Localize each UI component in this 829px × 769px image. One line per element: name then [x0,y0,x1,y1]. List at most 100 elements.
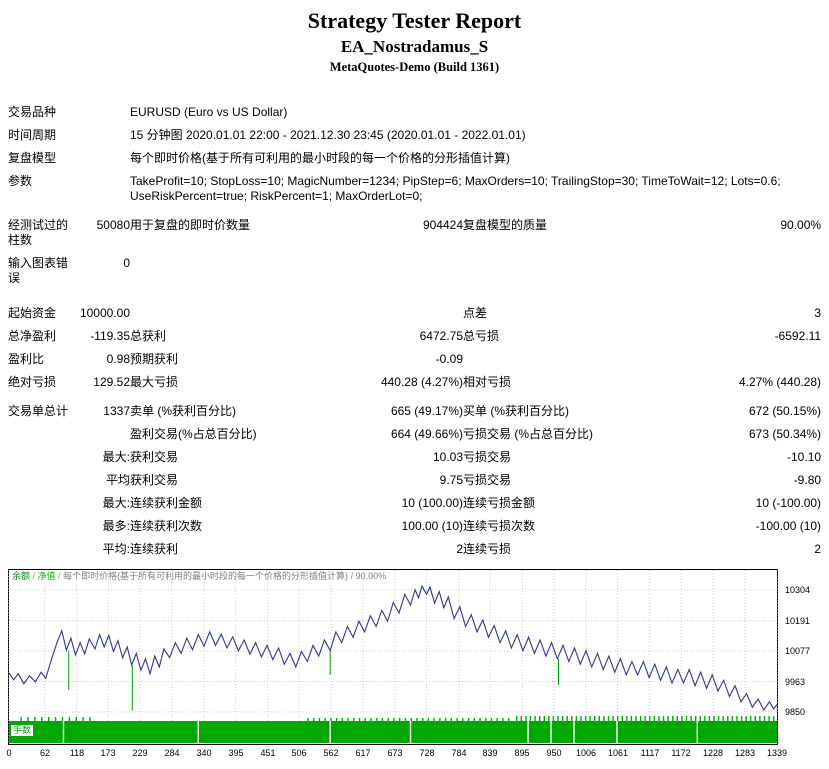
table-cell-empty [8,494,72,517]
table-row: 平均 获利交易 9.75 亏损交易 -9.80 [8,471,821,494]
table-row: 参数 TakeProfit=10; StopLoss=10; MagicNumbe… [8,172,821,210]
y-axis-label: 10304 [785,585,811,595]
table-cell: 卖单 (%获利百分比) [130,404,236,418]
server-build-info: MetaQuotes-Demo (Build 1361) [329,60,500,74]
table-cell: 0.98 [106,352,130,366]
table-cell: 用于复盘的即时价数量 [130,218,251,232]
table-cell: 10 (-100.00) [755,496,822,510]
table-cell: 10 (100.00) [401,496,463,510]
table-cell: 最大亏损 [130,375,179,389]
table-cell: 129.52 [93,375,130,389]
x-axis-label: 950 [546,748,562,758]
table-row: 盈利比 0.98 预期获利 -0.09 [8,350,821,373]
table-cell: 绝对亏损 [8,375,57,389]
x-axis-label: 617 [355,748,371,758]
table-row: 最大: 获利交易 10.03 亏损交易 -10.10 [8,448,821,471]
legend-separator: / [55,571,64,581]
table-cell: 90.00% [780,218,822,232]
table-cell: 参数 [8,174,33,188]
table-cell: 15 分钟图 2020.01.01 22:00 - 2021.12.30 23:… [130,128,526,142]
table-cell: 9.75 [439,473,463,487]
x-axis-label: 118 [69,748,85,758]
table-cell: 665 (49.17%) [390,404,463,418]
table-row: 交易品种 EURUSD (Euro vs US Dollar) [8,103,821,126]
table-cell: -100.00 (10) [755,519,822,533]
table-cell: 4.27% (440.28) [738,375,822,389]
table-cell: 每个即时价格(基于所有可利用的最小时段的每一个价格的分形插值计算) [130,151,510,165]
table-cell: 连续获利次数 [130,519,203,533]
table-cell: 2 [456,542,463,556]
table-cell: 获利交易 [130,473,179,487]
y-axis-label: 9850 [785,707,806,717]
table-cell: 最多: [102,519,130,533]
legend-item: 90.00% [355,571,387,581]
table-cell-empty [72,172,130,210]
table-cell-empty [340,292,463,327]
table-cell: -10.10 [787,450,822,464]
x-axis-label: 173 [100,748,116,758]
table-cell: 904424 [422,218,463,232]
y-axis-label: 9963 [785,677,806,687]
table-cell: 50080 [96,218,130,232]
table-cell-empty [8,540,72,563]
table-row: 最大: 连续获利金额 10 (100.00) 连续亏损金额 10 (-100.00) [8,494,821,517]
table-cell: 亏损交易 (%占总百分比) [463,427,593,441]
x-axis-label: 784 [451,748,467,758]
table-cell: 盈利交易(%占总百分比) [130,427,257,441]
x-axis-label: 395 [228,748,244,758]
table-cell: EURUSD (Euro vs US Dollar) [130,105,288,119]
table-cell: 输入图表错误 [8,256,69,285]
legend-item: 净值 [37,571,56,581]
table-cell: 平均 [105,473,130,487]
table-cell: 3 [814,306,822,320]
table-cell: 673 (50.34%) [749,427,822,441]
table-cell-empty [72,425,130,448]
legend-item: 余额 [12,571,31,581]
table-cell-empty [8,425,72,448]
table-row: 盈利交易(%占总百分比) 664 (49.66%) 亏损交易 (%占总百分比) 673… [8,425,821,448]
table-cell: 连续亏损 [463,542,512,556]
table-cell: 440.28 (4.27%) [380,375,463,389]
table-cell: 672 (50.15%) [749,404,822,418]
x-axis-label: 1172 [671,748,691,758]
table-cell: 连续亏损次数 [463,519,536,533]
table-row: 输入图表错误 0 [8,254,821,292]
table-cell-empty [72,149,130,172]
chart-legend: 余额 / 净值 / 每个即时价格(基于所有可利用的最小时段的每一个价格的分形插值… [12,571,386,582]
table-cell: 总亏损 [463,329,500,343]
x-axis-label: 229 [132,748,148,758]
table-cell: 总净盈利 [8,329,57,343]
table-cell: 盈利比 [8,352,45,366]
x-axis-label: 839 [482,748,498,758]
table-cell: 连续亏损金额 [463,496,536,510]
table-cell: -0.09 [435,352,463,366]
table-row: 起始资金 10000.00 点差 3 [8,292,821,327]
x-axis-label: 284 [164,748,180,758]
table-cell: 点差 [463,306,488,320]
table-row: 时间周期 15 分钟图 2020.01.01 22:00 - 2021.12.30… [8,126,821,149]
table-cell: 连续获利金额 [130,496,203,510]
table-cell: 交易单总计 [8,404,69,418]
table-cell: 总获利 [130,329,167,343]
table-cell: -6592.11 [774,329,822,343]
x-axis-label: 562 [323,748,339,758]
table-cell: 预期获利 [130,352,179,366]
table-cell-empty [463,350,659,373]
expert-name: EA_Nostradamus_S [340,37,489,56]
table-cell-empty [659,350,821,373]
x-axis-label: 451 [260,748,276,758]
x-axis-label: 62 [39,748,51,758]
page-title: Strategy Tester Report [307,8,522,33]
table-cell: 最大: [102,450,130,464]
table-cell-empty [8,448,72,471]
table-cell: 复盘模型的质量 [463,218,548,232]
x-axis-label: 1283 [734,748,756,758]
table-cell: TakeProfit=10; StopLoss=10; MagicNumber=… [130,174,781,203]
x-axis-label: 673 [387,748,403,758]
table-cell: 获利交易 [130,450,179,464]
table-cell-empty [130,292,340,327]
lots-label: 手数 [11,725,34,736]
equity-curve-svg [8,569,778,745]
y-axis-label: 10191 [785,616,811,626]
table-cell: 1337 [103,404,130,418]
